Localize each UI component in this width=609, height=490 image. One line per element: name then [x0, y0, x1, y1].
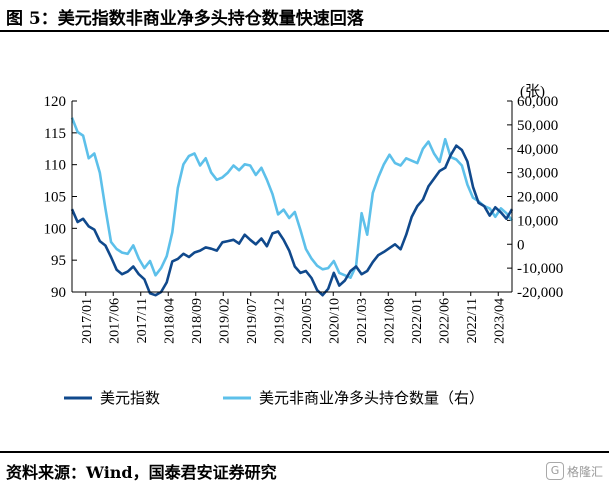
left-tick-label: 95: [51, 253, 66, 269]
right-tick-label: 50,000: [517, 118, 558, 134]
source-note: 资料来源：Wind，国泰君安证券研究: [6, 463, 277, 482]
x-tick-label: 2022/06: [437, 298, 452, 344]
watermark-text: 格隆汇: [566, 464, 603, 479]
x-tick-label: 2017/06: [107, 298, 122, 344]
left-tick-label: 100: [44, 221, 67, 237]
left-tick-label: 105: [44, 190, 67, 206]
chart-svg: 120 115 110 105 100 95 90 60,000 50,000 40,000 30…: [44, 83, 564, 407]
watermark-logo-icon: G: [545, 462, 564, 480]
x-tick-label: 2021/03: [355, 298, 370, 344]
x-tick-label: 2017/01: [80, 298, 95, 344]
right-tick-label: 30,000: [517, 166, 558, 182]
x-tick-label: 2018/09: [190, 298, 205, 344]
legend-label-dxy: 美元指数: [100, 389, 160, 407]
x-tick-label: 2018/04: [162, 298, 177, 344]
right-axis-unit: (张): [520, 83, 545, 100]
right-tick-label: 20,000: [517, 190, 558, 206]
right-tick-label: -20,000: [517, 285, 563, 301]
x-tick-label: 2023/04: [492, 298, 507, 344]
left-tick-label: 110: [44, 158, 66, 174]
x-axis-ticks: 2017/01 2017/06 2017/11 2018/04 2018/09 2019/…: [80, 292, 507, 344]
left-axis-ticks: 120 115 110 105 100 95 90: [44, 94, 77, 301]
top-rule: [0, 30, 609, 32]
x-tick-label: 2019/07: [245, 298, 260, 344]
right-tick-label: 60,000: [517, 94, 558, 110]
x-tick-label: 2022/01: [410, 298, 425, 344]
left-tick-label: 120: [44, 94, 67, 110]
x-tick-label: 2022/11: [465, 298, 480, 343]
bottom-rule: [0, 451, 609, 453]
x-tick-label: 2020/10: [327, 298, 342, 344]
right-tick-label: 10,000: [517, 213, 558, 229]
right-tick-label: -10,000: [517, 261, 563, 277]
right-tick-label: 0: [517, 237, 525, 253]
watermark: G 格隆汇: [545, 462, 603, 480]
series-line-positions: [70, 117, 514, 279]
x-tick-label: 2017/11: [135, 298, 150, 343]
x-tick-label: 2020/05: [300, 298, 315, 344]
right-tick-label: 40,000: [517, 142, 558, 158]
legend-label-positions: 美元非商业净多头持仓数量（右）: [259, 389, 484, 407]
left-tick-label: 115: [44, 126, 66, 142]
x-tick-label: 2019/12: [272, 298, 287, 344]
series-line-dxy: [70, 144, 514, 297]
left-tick-label: 90: [51, 285, 66, 301]
chart-title: 图 5：美元指数非商业净多头持仓数量快速回落: [6, 9, 364, 29]
x-tick-label: 2021/08: [382, 298, 397, 344]
x-tick-label: 2019/02: [217, 298, 232, 344]
right-axis-ticks: 60,000 50,000 40,000 30,000 20,000 10,000 0 -10…: [507, 94, 563, 301]
